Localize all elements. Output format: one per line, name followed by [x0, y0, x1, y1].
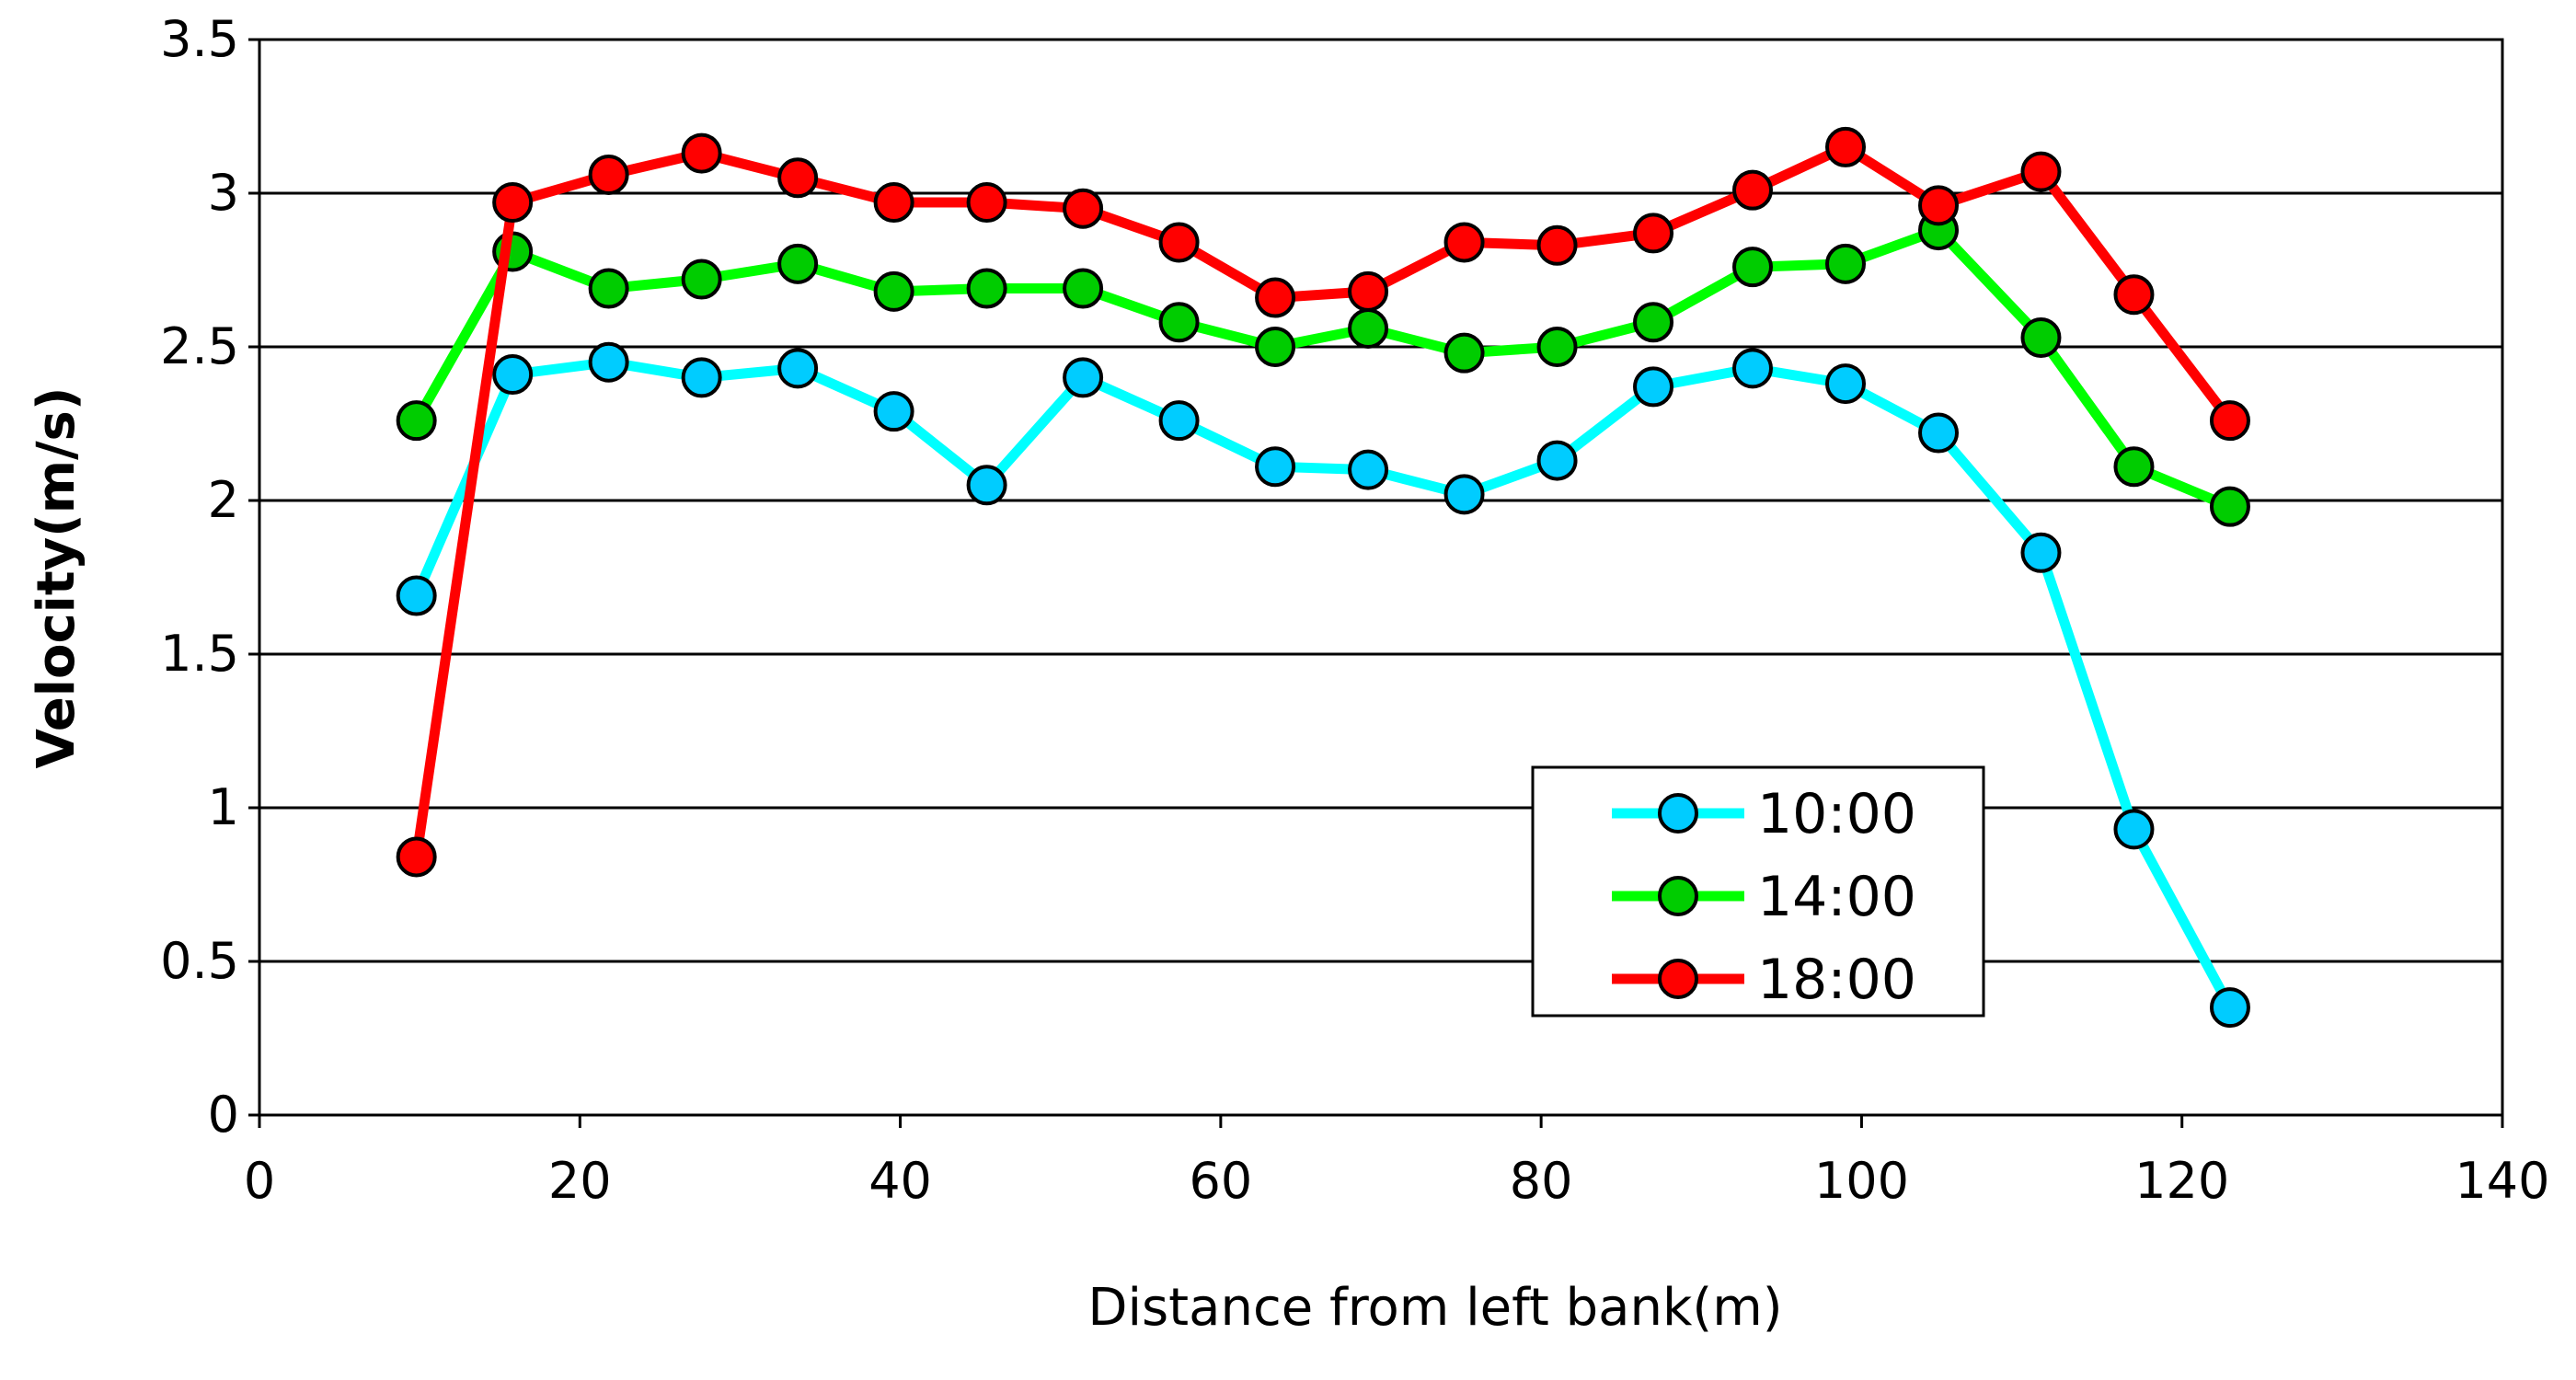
data-point: [396, 575, 437, 616]
legend: 10:00 14:00 18:00: [1531, 765, 1985, 1018]
y-tick-label: 3: [208, 164, 239, 222]
data-point: [1063, 268, 1104, 309]
data-point: [1158, 222, 1200, 263]
data-point: [2113, 809, 2155, 850]
data-point: [1063, 357, 1104, 398]
data-point: [1732, 348, 1774, 389]
data-point: [681, 132, 722, 174]
data-point: [1443, 332, 1485, 374]
data-point: [396, 836, 437, 878]
y-tick-label: 2: [208, 471, 239, 529]
legend-item: 10:00: [1612, 782, 1916, 846]
y-tick-label: 0.5: [160, 932, 239, 990]
data-point: [1633, 302, 1674, 343]
data-point: [777, 157, 819, 199]
data-point: [1825, 126, 1867, 167]
data-point: [966, 268, 1007, 309]
y-tick-label: 1: [208, 778, 239, 836]
series-1800: [396, 126, 2250, 878]
data-point: [1633, 366, 1674, 408]
data-point: [873, 182, 914, 224]
y-axis-title: Velocity(m/s): [27, 387, 86, 769]
data-point: [2209, 987, 2250, 1029]
legend-box: [1531, 765, 1985, 1018]
plot-area-frame: [258, 38, 2504, 1117]
data-point: [1348, 449, 1389, 490]
data-point: [1255, 327, 1296, 367]
data-point: [588, 268, 629, 309]
data-point: [1536, 224, 1578, 266]
data-point: [873, 391, 914, 432]
x-tick-label: 0: [244, 1152, 275, 1210]
data-point: [588, 154, 629, 195]
data-point: [2113, 446, 2155, 488]
data-point: [1255, 277, 1296, 318]
data-point: [1825, 243, 1867, 284]
legend-swatch-marker: [1658, 876, 1698, 916]
data-point: [777, 243, 819, 284]
data-point: [1158, 400, 1200, 442]
x-tick-label: 40: [868, 1152, 932, 1210]
data-point: [1443, 222, 1485, 263]
legend-item: 18:00: [1612, 948, 1916, 1012]
data-point: [1536, 327, 1578, 367]
y-tick-label: 2.5: [160, 317, 239, 375]
data-point: [1633, 213, 1674, 254]
data-point: [1348, 307, 1389, 349]
legend-label: 10:00: [1757, 782, 1916, 846]
data-point: [966, 182, 1007, 224]
x-tick-label: 100: [1814, 1152, 1909, 1210]
data-point: [1536, 440, 1578, 481]
data-point: [1918, 412, 1960, 454]
data-point: [2020, 532, 2062, 573]
data-point: [2209, 486, 2250, 527]
legend-item: 14:00: [1612, 865, 1916, 929]
legend-label: 18:00: [1757, 948, 1916, 1012]
y-tick-label: 3.5: [160, 10, 239, 68]
x-tick-label: 20: [548, 1152, 612, 1210]
series-1400: [396, 210, 2250, 527]
data-point: [396, 400, 437, 442]
series-1000: [396, 341, 2250, 1029]
data-point: [1918, 185, 1960, 226]
data-point: [1825, 363, 1867, 405]
data-point: [588, 341, 629, 383]
legend-swatch-marker: [1658, 793, 1698, 834]
x-tick-label: 140: [2455, 1152, 2549, 1210]
data-point: [681, 357, 722, 398]
data-point: [2113, 274, 2155, 316]
gridlines: [259, 191, 2502, 963]
data-point: [1348, 270, 1389, 312]
x-tick-label: 60: [1189, 1152, 1252, 1210]
data-point: [681, 259, 722, 300]
y-tick-label: 1.5: [160, 625, 239, 683]
data-series: [396, 126, 2250, 1029]
data-point: [1443, 474, 1485, 515]
data-point: [1255, 446, 1296, 488]
data-point: [2020, 151, 2062, 192]
data-point: [2020, 316, 2062, 358]
data-point: [492, 354, 534, 396]
x-tick-label: 120: [2134, 1152, 2229, 1210]
data-point: [492, 182, 534, 224]
y-tick-label: 0: [208, 1086, 239, 1144]
data-point: [1732, 247, 1774, 288]
data-point: [873, 270, 914, 312]
axis-ticks: 0 0.5 1 1.5 2 2.5 3 3.5 0 20 40 60 80 100 120 140: [160, 10, 2549, 1210]
data-point: [777, 348, 819, 389]
x-axis-title: Distance from left bank(m): [1087, 1278, 1782, 1338]
data-point: [2209, 400, 2250, 442]
data-point: [1063, 188, 1104, 229]
data-point: [1158, 302, 1200, 343]
legend-swatch-marker: [1658, 959, 1698, 999]
data-point: [1732, 169, 1774, 211]
x-tick-label: 80: [1510, 1152, 1573, 1210]
data-point: [966, 465, 1007, 506]
legend-label: 14:00: [1757, 865, 1916, 929]
